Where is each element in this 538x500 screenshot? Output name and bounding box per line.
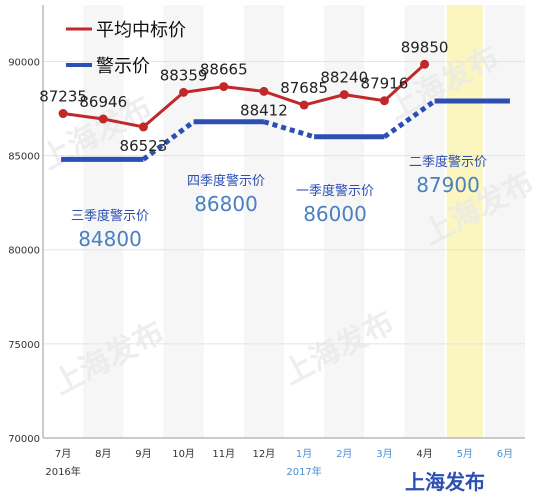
legend-label-average: 平均中标价 <box>96 20 186 41</box>
average-price-point <box>58 109 68 119</box>
average-price-label: 87235 <box>39 88 87 106</box>
year-label: 2016年 <box>45 465 80 478</box>
warning-period-label: 一季度警示价 <box>296 183 374 199</box>
warning-period-label: 二季度警示价 <box>409 154 487 170</box>
x-tick-label: 1月 <box>296 448 312 460</box>
average-price-label: 86523 <box>120 137 168 155</box>
average-price-point <box>259 86 269 96</box>
x-tick-label: 4月 <box>416 448 432 460</box>
y-tick-label: 90000 <box>8 57 40 68</box>
average-price-point <box>299 100 309 110</box>
average-price-point <box>379 96 389 106</box>
average-price-label: 88359 <box>160 66 208 84</box>
average-price-point <box>138 122 148 132</box>
x-tick-label: 11月 <box>212 448 235 460</box>
average-price-label: 87916 <box>361 75 409 93</box>
x-tick-label: 8月 <box>95 448 111 460</box>
warning-price-connector <box>382 98 437 139</box>
y-tick-label: 85000 <box>8 152 40 163</box>
column-band <box>324 5 365 438</box>
warning-period-label: 三季度警示价 <box>71 208 149 224</box>
warning-price-connector <box>141 119 196 162</box>
average-price-label: 88412 <box>240 101 288 119</box>
average-price-point <box>98 114 108 124</box>
y-tick-label: 75000 <box>8 340 40 351</box>
y-tick-label: 80000 <box>8 246 40 257</box>
column-band <box>163 5 204 438</box>
average-price-point <box>219 82 229 92</box>
warning-period-value: 84800 <box>78 227 142 251</box>
average-price-line <box>62 63 426 129</box>
column-band <box>484 5 525 438</box>
warning-period-value: 86800 <box>194 192 258 216</box>
highlight-column <box>446 5 483 438</box>
legend-label-warning: 警示价 <box>96 56 150 77</box>
average-price-label: 88665 <box>200 61 248 79</box>
average-price-point <box>179 87 189 97</box>
x-tick-label: 6月 <box>497 448 513 460</box>
column-band <box>83 5 124 438</box>
average-price-point <box>339 90 349 100</box>
x-tick-label: 5月 <box>457 448 473 460</box>
source-logo: 上海发布 <box>405 470 485 494</box>
x-tick-label: 10月 <box>172 448 195 460</box>
x-tick-label: 9月 <box>135 448 151 460</box>
x-tick-label: 3月 <box>376 448 392 460</box>
average-price-label: 87685 <box>280 79 328 97</box>
year-label: 2017年 <box>286 465 321 478</box>
x-tick-label: 7月 <box>55 448 71 460</box>
x-tick-label: 12月 <box>253 448 276 460</box>
warning-period-value: 87900 <box>416 173 480 197</box>
column-band <box>243 5 284 438</box>
y-tick-label: 70000 <box>8 434 40 445</box>
average-price-label: 86946 <box>79 93 127 111</box>
average-price-point <box>420 59 430 69</box>
warning-period-value: 86000 <box>303 202 367 226</box>
warning-period-label: 四季度警示价 <box>187 173 265 189</box>
x-tick-label: 2月 <box>336 448 352 460</box>
average-price-label: 88240 <box>320 69 368 87</box>
average-price-label: 89850 <box>401 38 449 56</box>
